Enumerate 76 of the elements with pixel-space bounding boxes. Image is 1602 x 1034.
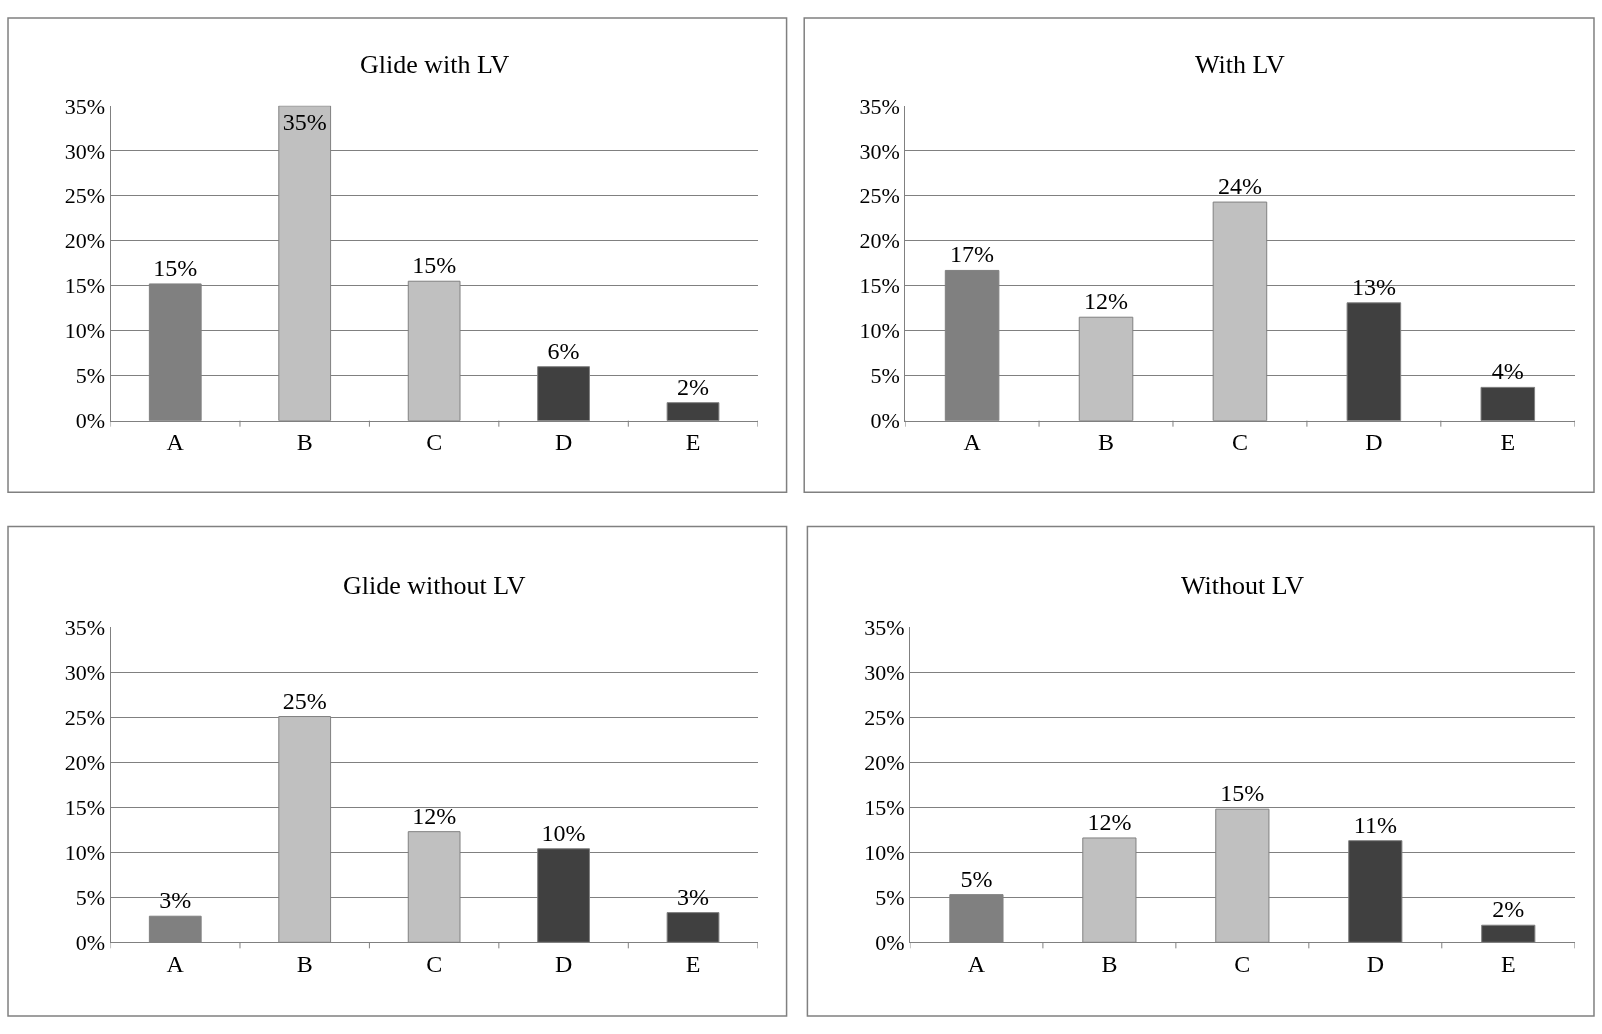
x-tick-label: C bbox=[426, 951, 443, 978]
y-tick-label: 20% bbox=[864, 750, 905, 776]
y-tick-label: 15% bbox=[64, 795, 106, 821]
data-label: 35% bbox=[282, 108, 327, 135]
x-tick-label: C bbox=[1234, 951, 1251, 978]
data-label: 2% bbox=[677, 373, 710, 400]
y-tick-label: 0% bbox=[75, 408, 106, 434]
data-label: 3% bbox=[677, 883, 710, 910]
data-label: 25% bbox=[282, 687, 327, 714]
x-tick-label: E bbox=[685, 429, 701, 456]
x-tick-label: E bbox=[1500, 429, 1516, 456]
y-tick-label: 10% bbox=[64, 840, 106, 866]
data-label: 11% bbox=[1353, 811, 1397, 838]
y-tick-label: 15% bbox=[64, 273, 106, 299]
data-label: 15% bbox=[153, 254, 198, 281]
y-tick-label: 30% bbox=[864, 660, 905, 686]
x-tick-label: B bbox=[1101, 951, 1118, 978]
y-tick-label: 30% bbox=[64, 138, 106, 164]
y-tick-label: 0% bbox=[875, 930, 905, 955]
y-tick-label: 35% bbox=[859, 93, 900, 119]
y-tick-label: 5% bbox=[75, 363, 106, 389]
data-label: 2% bbox=[1492, 896, 1525, 923]
x-tick-label: B bbox=[296, 429, 313, 456]
data-label: 17% bbox=[950, 241, 995, 268]
y-tick-label: 20% bbox=[64, 228, 106, 254]
y-tick-label: 0% bbox=[870, 408, 900, 434]
chart-title: With LV bbox=[1195, 50, 1285, 79]
y-tick-label: 10% bbox=[859, 318, 900, 344]
y-tick-label: 5% bbox=[870, 363, 900, 389]
y-tick-label: 5% bbox=[75, 885, 106, 911]
y-tick-label: 5% bbox=[875, 885, 905, 911]
y-tick-label: 10% bbox=[64, 318, 106, 344]
x-tick-label: C bbox=[426, 429, 443, 456]
x-tick-label: A bbox=[166, 429, 185, 456]
y-tick-label: 0% bbox=[75, 930, 106, 955]
data-label: 5% bbox=[960, 865, 993, 892]
x-tick-label: B bbox=[296, 951, 313, 978]
data-label: 12% bbox=[412, 802, 457, 829]
x-tick-label: A bbox=[967, 951, 986, 978]
data-label: 4% bbox=[1491, 358, 1524, 385]
y-tick-label: 20% bbox=[859, 228, 900, 254]
x-tick-label: A bbox=[166, 951, 185, 978]
y-tick-label: 15% bbox=[864, 795, 905, 821]
y-tick-label: 15% bbox=[859, 273, 900, 299]
chart-title: Glide with LV bbox=[360, 50, 510, 79]
y-tick-label: 30% bbox=[859, 138, 900, 164]
y-tick-label: 25% bbox=[859, 183, 900, 209]
x-tick-label: A bbox=[963, 429, 982, 456]
x-tick-label: D bbox=[554, 951, 573, 978]
y-tick-label: 35% bbox=[64, 615, 106, 641]
x-tick-label: D bbox=[554, 429, 573, 456]
y-tick-label: 20% bbox=[64, 750, 106, 776]
data-label: 13% bbox=[1351, 273, 1396, 300]
chart-title: Without LV bbox=[1181, 571, 1305, 600]
y-tick-label: 35% bbox=[864, 615, 905, 641]
x-tick-label: B bbox=[1098, 429, 1115, 456]
data-label: 15% bbox=[412, 252, 457, 279]
x-tick-label: E bbox=[1500, 951, 1516, 978]
data-label: 12% bbox=[1084, 288, 1129, 315]
y-tick-label: 35% bbox=[64, 93, 106, 119]
chart-title: Glide without LV bbox=[343, 571, 526, 600]
y-tick-label: 30% bbox=[64, 660, 106, 686]
x-tick-label: D bbox=[1366, 951, 1384, 978]
data-label: 3% bbox=[159, 887, 192, 914]
x-tick-label: C bbox=[1231, 429, 1248, 456]
data-label: 15% bbox=[1220, 780, 1265, 807]
y-tick-label: 10% bbox=[864, 840, 905, 866]
y-tick-label: 25% bbox=[64, 183, 106, 209]
data-label: 12% bbox=[1087, 808, 1132, 835]
data-label: 6% bbox=[547, 337, 580, 364]
y-tick-label: 25% bbox=[864, 705, 905, 731]
x-tick-label: E bbox=[685, 951, 701, 978]
data-label: 24% bbox=[1217, 173, 1262, 200]
y-tick-label: 25% bbox=[64, 705, 106, 731]
x-tick-label: D bbox=[1365, 429, 1383, 456]
data-label: 10% bbox=[541, 819, 586, 846]
